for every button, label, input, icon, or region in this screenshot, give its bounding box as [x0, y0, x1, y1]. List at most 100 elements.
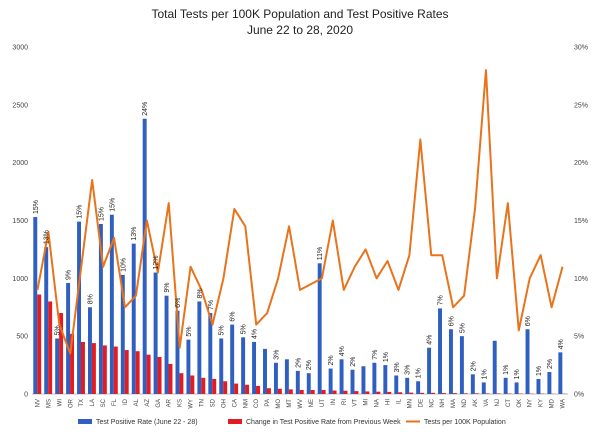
x-tick-label: CA [232, 399, 238, 407]
data-label: 2% [470, 361, 477, 371]
bar-change-positive-rate [146, 354, 151, 394]
data-label: 6% [525, 316, 532, 326]
x-tick-label: NH [440, 399, 446, 408]
bar-change-positive-rate [245, 384, 250, 394]
bar-change-positive-rate [387, 391, 392, 394]
data-label: 10% [120, 258, 127, 272]
x-tick-label: WY [189, 399, 195, 409]
bar-test-positive-rate [459, 336, 464, 394]
bar-test-positive-rate [372, 362, 377, 394]
x-tick-label: NE [309, 399, 315, 407]
bar-test-positive-rate [55, 338, 60, 394]
y-left-tick-label: 2500 [12, 102, 28, 109]
bar-change-positive-rate [70, 333, 75, 394]
x-tick-label: IN [331, 399, 337, 405]
bar-test-positive-rate [44, 247, 49, 394]
x-tick-label: DE [418, 399, 424, 407]
bar-test-positive-rate [328, 368, 333, 394]
data-label: 2% [350, 357, 357, 367]
y-right-tick-label: 25% [574, 102, 588, 109]
bar-change-positive-rate [441, 393, 446, 394]
bar-test-positive-rate [503, 377, 508, 394]
bar-test-positive-rate [394, 375, 399, 394]
bar-test-positive-rate [405, 377, 410, 394]
x-tick-label: WA [561, 399, 567, 408]
bar-test-positive-rate [109, 214, 114, 394]
legend-label: Test Positive Rate (June 22 - 28) [96, 419, 198, 426]
bar-test-positive-rate [252, 341, 257, 394]
bar-test-positive-rate [306, 373, 311, 394]
x-tick-label: VT [353, 399, 359, 407]
bar-change-positive-rate [59, 313, 64, 394]
bar-test-positive-rate [142, 118, 147, 395]
bar-test-positive-rate [120, 274, 125, 394]
bar-change-positive-rate [102, 345, 107, 394]
x-tick-label: NJ [495, 399, 501, 406]
x-tick-label: PA [265, 399, 271, 407]
y-left-tick-label: 1500 [12, 218, 28, 225]
x-tick-label: WI [57, 399, 63, 407]
y-right-tick-label: 0% [574, 392, 584, 399]
bar-change-positive-rate [431, 392, 435, 394]
bar-change-positive-rate [310, 389, 315, 394]
bar-change-positive-rate [179, 373, 184, 394]
data-label: 4% [558, 339, 565, 349]
bar-test-positive-rate [416, 381, 421, 394]
data-label: 1% [481, 369, 488, 379]
line-tests-per-100k [36, 69, 564, 355]
x-tick-label: MS [46, 399, 52, 408]
data-label: 3% [405, 365, 412, 375]
legend-label: Tests per 100K Population [424, 419, 506, 426]
bar-test-positive-rate [514, 382, 519, 394]
bar-test-positive-rate [547, 372, 552, 394]
bar-change-positive-rate [398, 392, 403, 394]
data-label: 5% [219, 325, 226, 335]
bar-change-positive-rate [212, 378, 217, 394]
x-tick-label: RI [342, 399, 348, 405]
data-label: 15% [98, 207, 105, 221]
y-right-tick-label: 30% [574, 45, 588, 52]
bar-change-positive-rate [91, 343, 96, 394]
x-tick-label: MN [407, 399, 413, 408]
x-tick-label: LA [90, 399, 96, 406]
data-label: 3% [273, 350, 280, 360]
x-tick-label: NA [375, 399, 381, 407]
x-tick-label: UT [320, 399, 326, 407]
data-labels: 15% 13% 5% 9% 15% 8% 15% 15% 10% 13% 24% 12% 9% 6% 5% 8… [33, 102, 565, 380]
data-label: 4% [252, 329, 259, 339]
bar-change-positive-rate [452, 393, 457, 394]
bar-test-positive-rate [438, 308, 442, 394]
y-right-tick-label: 5% [574, 334, 584, 341]
bar-test-positive-rate [558, 352, 563, 394]
bar-change-positive-rate [113, 346, 118, 394]
data-label: 7% [372, 350, 379, 360]
y-left-tick-label: 3000 [12, 45, 28, 52]
data-label: 6% [230, 311, 237, 321]
x-tick-label: TX [79, 399, 85, 407]
axes: 0 500 1000 1500 2000 2500 3000 0% 5% 10% 15% 20% 25%… [12, 45, 588, 409]
data-label: 1% [536, 366, 543, 376]
bar-change-positive-rate [48, 301, 53, 394]
bar-test-positive-rate [273, 362, 278, 394]
bar-test-positive-rate [492, 340, 497, 394]
y-left-tick-label: 500 [16, 334, 28, 341]
bar-change-positive-rate [135, 351, 140, 394]
data-label: 11% [317, 247, 324, 261]
bar-change-positive-rate [332, 390, 337, 394]
x-tick-label: IL [396, 398, 402, 404]
x-tick-label: GA [156, 399, 162, 408]
x-tick-label: KS [178, 399, 184, 407]
x-tick-label: SC [101, 398, 107, 407]
bar-test-positive-rate [186, 339, 191, 394]
x-tick-label: ID [123, 398, 129, 405]
data-label: 9% [66, 270, 73, 280]
chart-title: Total Tests per 100K Population and Test… [151, 7, 448, 21]
x-tick-label: MD [550, 398, 556, 408]
data-label: 7% [208, 300, 215, 310]
bar-test-positive-rate [317, 263, 322, 394]
bar-change-positive-rate [376, 391, 381, 394]
bar-change-positive-rate [124, 350, 129, 394]
bar-test-positive-rate [208, 313, 213, 394]
bar-change-positive-rate [463, 393, 468, 394]
data-label: 2% [328, 355, 335, 365]
